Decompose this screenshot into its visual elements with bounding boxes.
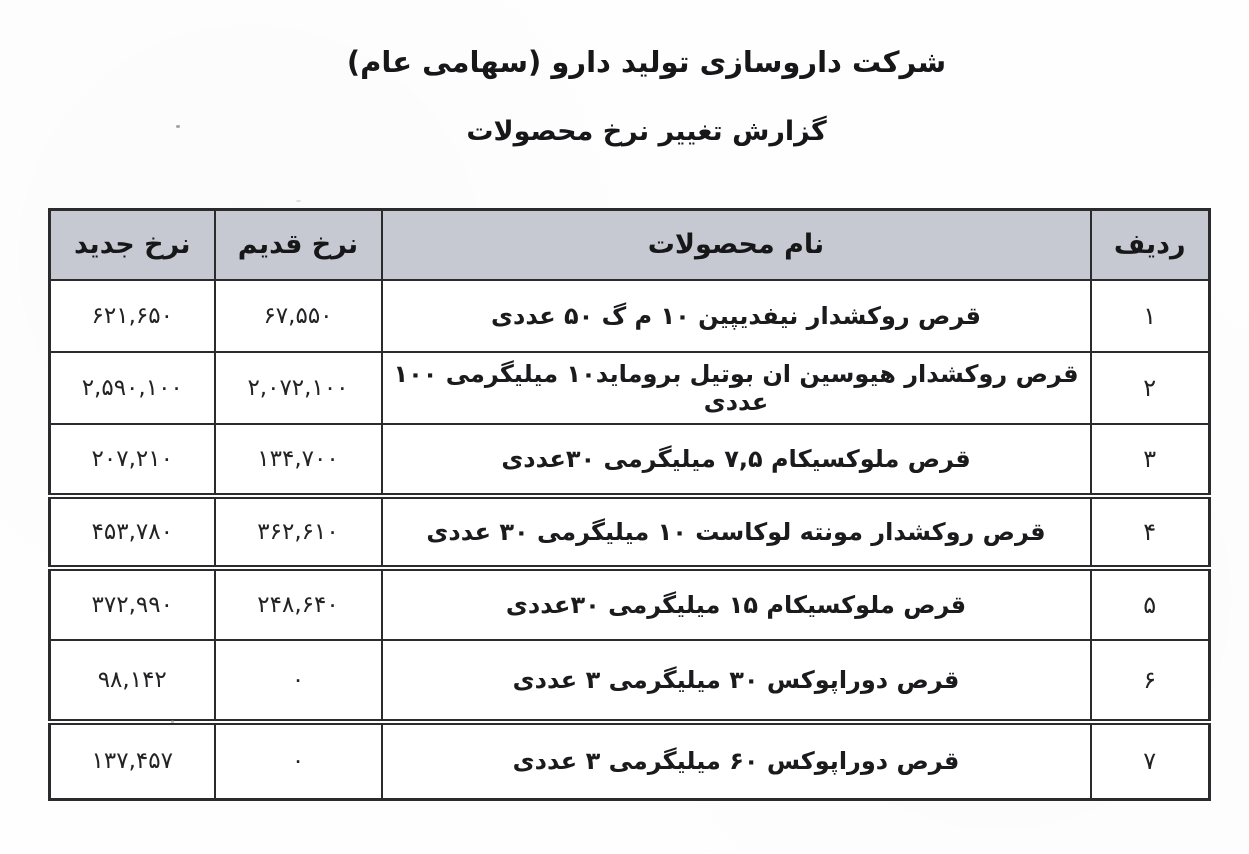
table-row: ۳ قرص ملوکسیکام ۷,۵ میلیگرمی ۳۰عددی ۱۳۴,… bbox=[48, 422, 1211, 499]
cell-row-number: ۴ bbox=[1089, 494, 1211, 571]
cell-new-price: ۹۸,۱۴۲ bbox=[48, 638, 216, 725]
table-row: ۷ قرص دوراپوکس ۶۰ میلیگرمی ۳ عددی ۰ ۱۳۷,… bbox=[48, 720, 1211, 801]
scan-noise-speck bbox=[176, 125, 180, 128]
document-subtitle: گزارش تغییر نرخ محصولات bbox=[466, 116, 827, 147]
cell-product-name: قرص ملوکسیکام ۱۵ میلیگرمی ۳۰عددی bbox=[380, 566, 1092, 641]
cell-old-price: ۶۷,۵۵۰ bbox=[213, 278, 383, 353]
table-header-row: ردیف نام محصولات نرخ قدیم نرخ جدید bbox=[48, 208, 1211, 281]
cell-old-price: ۲,۰۷۲,۱۰۰ bbox=[213, 350, 383, 425]
cell-old-price: ۲۴۸,۶۴۰ bbox=[213, 566, 383, 641]
cell-row-number: ۶ bbox=[1089, 638, 1211, 725]
cell-product-name: قرص دوراپوکس ۳۰ میلیگرمی ۳ عددی bbox=[380, 638, 1092, 725]
cell-product-name: قرص دوراپوکس ۶۰ میلیگرمی ۳ عددی bbox=[380, 720, 1092, 801]
table-row: ۵ قرص ملوکسیکام ۱۵ میلیگرمی ۳۰عددی ۲۴۸,۶… bbox=[48, 566, 1211, 641]
table-row: ۴ قرص روکشدار مونته لوکاست ۱۰ میلیگرمی ۳… bbox=[48, 494, 1211, 571]
cell-new-price: ۳۷۲,۹۹۰ bbox=[48, 566, 216, 641]
cell-row-number: ۱ bbox=[1089, 278, 1211, 353]
table-row: ۶ قرص دوراپوکس ۳۰ میلیگرمی ۳ عددی ۰ ۹۸,۱… bbox=[48, 638, 1211, 725]
cell-old-price: ۰ bbox=[213, 638, 383, 725]
scan-noise-speck bbox=[296, 200, 301, 202]
cell-product-name: قرص ملوکسیکام ۷,۵ میلیگرمی ۳۰عددی bbox=[380, 422, 1092, 499]
header-row-number: ردیف bbox=[1089, 208, 1211, 281]
cell-product-name: قرص روکشدار نیفدیپین ۱۰ م گ ۵۰ عددی bbox=[380, 278, 1092, 353]
cell-new-price: ۶۲۱,۶۵۰ bbox=[48, 278, 216, 353]
scan-noise-speck bbox=[171, 720, 174, 723]
cell-old-price: ۰ bbox=[213, 720, 383, 801]
cell-product-name: قرص روکشدار هیوسین ان بوتیل بروماید۱۰ می… bbox=[380, 350, 1092, 425]
cell-row-number: ۳ bbox=[1089, 422, 1211, 499]
header-old-price: نرخ قدیم bbox=[213, 208, 383, 281]
price-change-table: ردیف نام محصولات نرخ قدیم نرخ جدید ۱ قرص… bbox=[48, 208, 1211, 801]
document-title: شرکت داروسازی تولید دارو (سهامی عام) bbox=[346, 45, 947, 79]
table-row: ۲ قرص روکشدار هیوسین ان بوتیل بروماید۱۰ … bbox=[48, 350, 1211, 425]
table-body: ۱ قرص روکشدار نیفدیپین ۱۰ م گ ۵۰ عددی ۶۷… bbox=[48, 278, 1211, 801]
header-product-name: نام محصولات bbox=[380, 208, 1092, 281]
cell-new-price: ۴۵۳,۷۸۰ bbox=[48, 494, 216, 571]
header-new-price: نرخ جدید bbox=[48, 208, 216, 281]
cell-new-price: ۱۳۷,۴۵۷ bbox=[48, 720, 216, 801]
cell-new-price: ۲,۵۹۰,۱۰۰ bbox=[48, 350, 216, 425]
cell-new-price: ۲۰۷,۲۱۰ bbox=[48, 422, 216, 499]
cell-product-name: قرص روکشدار مونته لوکاست ۱۰ میلیگرمی ۳۰ … bbox=[380, 494, 1092, 571]
cell-row-number: ۵ bbox=[1089, 566, 1211, 641]
table-row: ۱ قرص روکشدار نیفدیپین ۱۰ م گ ۵۰ عددی ۶۷… bbox=[48, 278, 1211, 353]
cell-old-price: ۱۳۴,۷۰۰ bbox=[213, 422, 383, 499]
cell-old-price: ۳۶۲,۶۱۰ bbox=[213, 494, 383, 571]
cell-row-number: ۷ bbox=[1089, 720, 1211, 801]
cell-row-number: ۲ bbox=[1089, 350, 1211, 425]
